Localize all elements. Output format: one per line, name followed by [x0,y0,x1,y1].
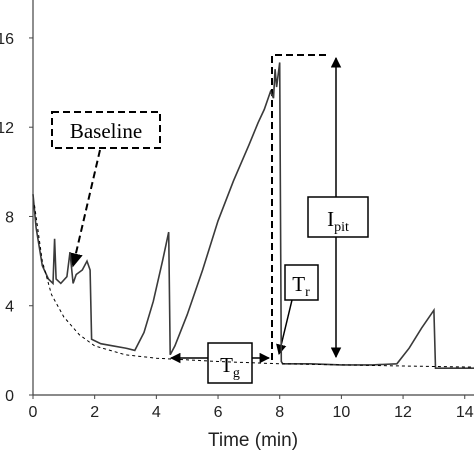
y-tick-label: 12 [0,120,14,137]
x-axis-label: Time (min) [208,430,298,451]
y-tick-label: 4 [5,299,14,316]
x-tick-label: 8 [275,404,284,421]
x-tick-label: 12 [394,404,412,421]
ipit-box [307,196,369,238]
annotation-text: Baseline [70,119,142,143]
x-tick-label: 6 [214,404,223,421]
y-tick-label: 8 [5,209,14,226]
annotation-text: T [220,353,233,377]
annotation-label: Tr [292,272,310,300]
baseline-box [51,111,161,149]
annotation-label: Ipit [327,207,349,235]
y-tick-label: 0 [5,388,14,405]
annotation-shapes [51,54,369,384]
x-tick-label: 2 [90,404,99,421]
baseline-curve [34,205,474,368]
pit-dashed-outline [271,54,330,360]
x-tick-label: 10 [332,404,350,421]
baseline-arrow [69,149,101,268]
annotation-label: Tg [220,353,240,381]
y-tick-label: 16 [0,31,14,48]
annotation-text: T [292,272,305,296]
tr-box [284,264,319,301]
x-tick-label: 0 [29,404,38,421]
x-tick-label: 14 [456,404,474,421]
annotation-subscript: pit [334,220,349,235]
annotation-subscript: r [305,285,310,300]
tg-box [207,342,253,384]
annotation-subscript: g [233,366,240,381]
x-tick-label: 4 [152,404,161,421]
annotation-text: I [327,207,334,231]
annotation-label: Baseline [70,119,142,143]
